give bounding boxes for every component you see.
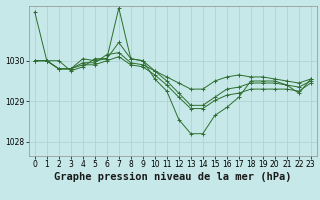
X-axis label: Graphe pression niveau de la mer (hPa): Graphe pression niveau de la mer (hPa)	[54, 172, 292, 182]
